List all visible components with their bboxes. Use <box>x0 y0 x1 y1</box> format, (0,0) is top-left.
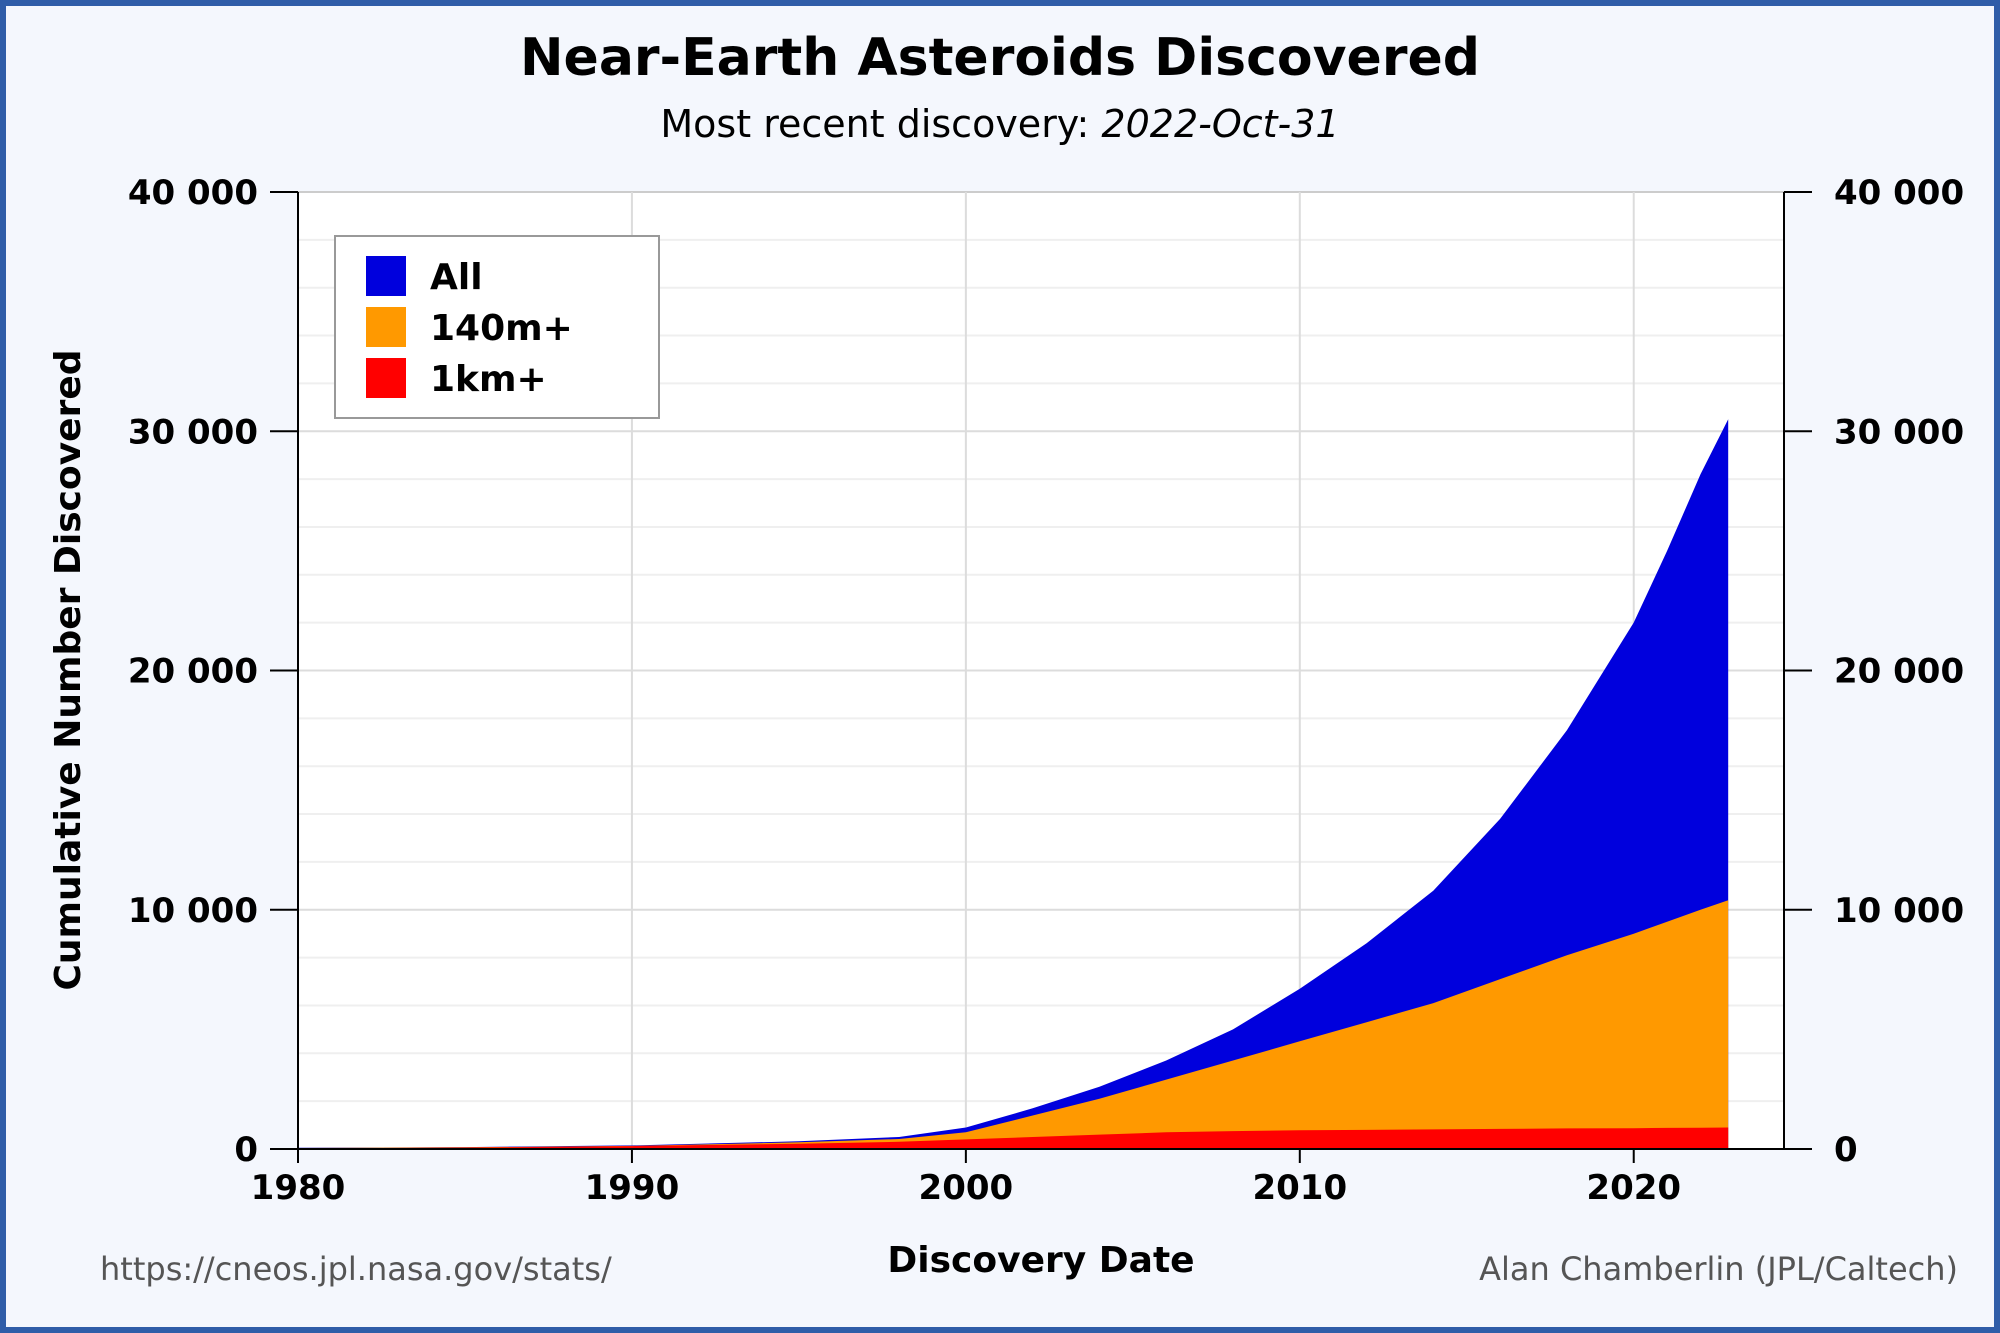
y-tick-label-left: 10 000 <box>128 891 258 931</box>
x-tick-label: 1980 <box>251 1168 346 1208</box>
legend-swatch <box>366 307 406 347</box>
y-axis-title: Cumulative Number Discovered <box>48 349 89 990</box>
source-url[interactable]: https://cneos.jpl.nasa.gov/stats/ <box>100 1250 612 1288</box>
x-axis-title: Discovery Date <box>887 1240 1194 1281</box>
x-tick-label: 2000 <box>919 1168 1014 1208</box>
y-ticks: 0 0 10 000 10 000 20 000 20 000 30 000 30 000 40… <box>128 173 1964 1170</box>
legend: All 140m+ 1km+ <box>334 235 660 419</box>
legend-swatch <box>366 256 406 296</box>
y-tick-label-left: 30 000 <box>128 412 258 452</box>
series-areas <box>298 419 1729 1149</box>
x-tick-label: 2020 <box>1586 1168 1681 1208</box>
area-series-140m <box>298 900 1729 1149</box>
area-series-1km <box>298 1127 1729 1149</box>
area-series-all <box>298 419 1729 1149</box>
legend-label: 140m+ <box>430 308 573 349</box>
x-tick-label: 2010 <box>1252 1168 1347 1208</box>
grid <box>298 191 1784 1149</box>
legend-label: 1km+ <box>430 359 547 400</box>
y-tick-label-left: 40 000 <box>128 173 258 213</box>
credit-text: Alan Chamberlin (JPL/Caltech) <box>1479 1250 1958 1288</box>
chart-title: Near-Earth Asteroids Discovered <box>520 28 1480 88</box>
x-ticks: 1980 1990 2000 2010 2020 <box>251 1149 1681 1208</box>
y-tick-label-right: 40 000 <box>1834 173 1964 213</box>
y-tick-label-right: 30 000 <box>1834 412 1964 452</box>
subtitle-prefix: Most recent discovery: <box>660 102 1102 146</box>
chart-subtitle: Most recent discovery: 2022-Oct-31 <box>0 102 2000 146</box>
y-tick-label-right: 10 000 <box>1834 891 1964 931</box>
x-tick-label: 1990 <box>585 1168 680 1208</box>
y-tick-label-left: 20 000 <box>128 652 258 692</box>
y-tick-label-left: 0 <box>234 1130 258 1170</box>
subtitle-date: 2022-Oct-31 <box>1101 102 1340 146</box>
legend-swatch <box>366 358 406 398</box>
y-tick-label-right: 0 <box>1834 1130 1858 1170</box>
y-tick-label-right: 20 000 <box>1834 652 1964 692</box>
legend-label: All <box>430 257 483 298</box>
